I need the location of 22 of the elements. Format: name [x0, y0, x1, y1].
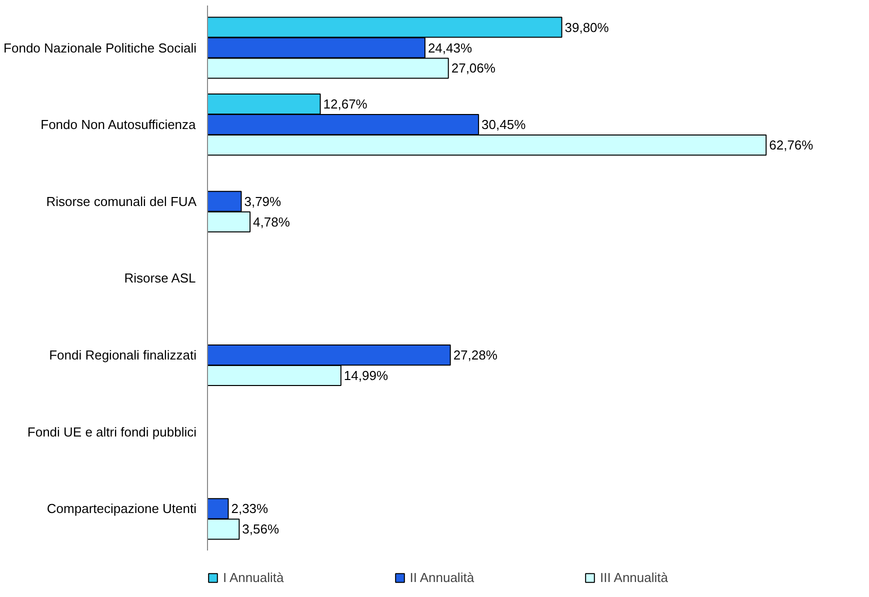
- legend-label: I Annualità: [223, 570, 284, 585]
- y-tick-label: Fondo Nazionale Politiche Sociali: [4, 40, 197, 56]
- y-tick-label: Fondi UE e altri fondi pubblici: [27, 424, 197, 440]
- y-tick-label: Fondi Regionali finalizzati: [49, 348, 197, 363]
- data-label: 3,79%: [244, 194, 282, 209]
- data-label: 27,06%: [451, 60, 496, 76]
- legend-label: III Annualità: [600, 570, 668, 585]
- data-label: 62,76%: [769, 138, 814, 153]
- data-label: 4,78%: [253, 214, 290, 230]
- data-label: 2,33%: [231, 501, 269, 516]
- y-tick-label: Risorse comunali del FUA: [46, 194, 197, 209]
- legend-label: II Annualità: [410, 570, 474, 585]
- data-label: 24,43%: [428, 40, 472, 56]
- data-label: 27,28%: [453, 348, 498, 363]
- data-label: 3,56%: [242, 522, 280, 537]
- y-tick-label: Fondo Non Autosufficienza: [40, 117, 197, 132]
- y-tick-label: Compartecipazione Utenti: [46, 501, 197, 516]
- data-label: 12,67%: [323, 96, 368, 112]
- data-label: 14,99%: [344, 368, 388, 384]
- data-label: 39,80%: [564, 20, 610, 35]
- y-tick-label: Risorse ASL: [124, 270, 196, 286]
- data-label: 30,45%: [482, 117, 526, 132]
